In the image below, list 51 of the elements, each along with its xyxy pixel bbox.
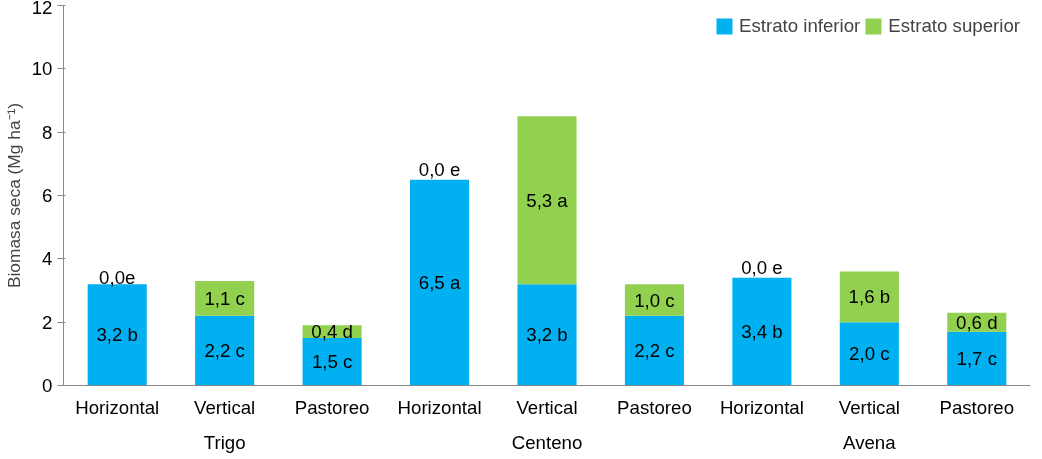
y-tick-label: 12 <box>31 0 53 18</box>
data-label: 3,2 b <box>526 324 568 346</box>
data-label: 0,4 d <box>311 321 353 343</box>
x-tick-label: Pastoreo <box>939 396 1015 418</box>
x-tick-label: Vertical <box>194 396 256 418</box>
legend-label: Estrato superior <box>888 15 1020 37</box>
text: Avena <box>843 431 897 453</box>
data-label: 1,5 c <box>311 351 353 373</box>
x-tick-label: Horizontal <box>719 396 804 418</box>
data-label: 1,1 c <box>204 287 245 309</box>
data-label: 0,0e <box>99 267 136 289</box>
bar <box>410 179 470 386</box>
y-tick-label: 6 <box>42 185 53 206</box>
y-axis-title: Biomasa seca (Mg ha⁻¹) <box>3 102 24 289</box>
bar <box>624 315 684 386</box>
data-label: 1,0 c <box>634 289 675 311</box>
bar <box>195 281 255 316</box>
y-tick-label: 4 <box>42 248 53 270</box>
data-label: 1,6 b <box>848 286 891 308</box>
bar <box>839 322 899 386</box>
data-label: 0,0 e <box>741 256 783 278</box>
x-tick-label: Pastoreo <box>617 396 692 418</box>
bar <box>195 315 255 386</box>
text: Centeno <box>511 431 583 453</box>
x-tick-label: Pastoreo <box>294 396 370 418</box>
y-tick-label: 2 <box>42 311 53 333</box>
data-label: 2,2 c <box>634 340 675 362</box>
data-label: 5,3 a <box>526 189 569 211</box>
data-label: 2,2 c <box>204 340 245 362</box>
x-tick-label: Horizontal <box>397 396 482 418</box>
x-tick-label: Vertical <box>516 396 578 418</box>
bar <box>624 284 684 316</box>
y-tick-label: 0 <box>42 375 53 396</box>
bar <box>517 116 577 285</box>
x-tick-label: Horizontal <box>75 396 160 418</box>
bar <box>947 331 1007 386</box>
bar <box>732 277 792 386</box>
data-label: 0,6 d <box>956 311 998 333</box>
data-label: 6,5 a <box>418 272 461 294</box>
data-label: 3,2 b <box>96 324 138 346</box>
bar <box>839 271 899 323</box>
y-tick-label: 10 <box>31 58 53 80</box>
bar <box>517 284 577 386</box>
legend-label: Estrato inferior <box>739 15 861 37</box>
y-tick-label: 8 <box>42 121 53 143</box>
x-tick-label: Vertical <box>838 396 900 418</box>
data-label: 1,7 c <box>956 348 998 370</box>
text: Trigo <box>203 431 246 453</box>
data-label: 0,0 e <box>418 158 461 180</box>
data-label: 2,0 c <box>849 343 890 365</box>
data-label: 3,4 b <box>741 321 783 343</box>
